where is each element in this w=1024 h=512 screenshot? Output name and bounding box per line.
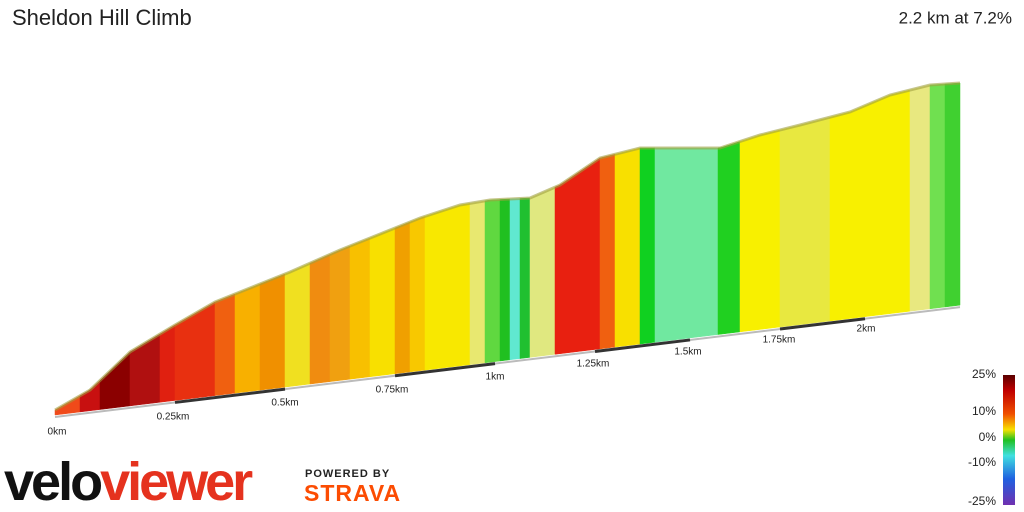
profile-segment <box>159 324 176 403</box>
distance-label: 0.75km <box>376 385 409 396</box>
partner: STRAVA <box>304 480 401 506</box>
profile-segment <box>394 221 411 375</box>
profile-segment <box>909 84 931 312</box>
profile-segment <box>309 254 331 385</box>
profile-segment <box>639 147 656 345</box>
profile-segment <box>214 293 236 396</box>
profile-segment <box>599 153 616 350</box>
profile-segment <box>284 262 311 388</box>
profile-segment <box>129 333 161 407</box>
profile <box>54 81 961 416</box>
summary: 2.2 km at 7.2% <box>899 8 1012 27</box>
title: Sheldon Hill Climb <box>12 5 192 30</box>
profile-segment <box>529 186 556 358</box>
gradient-legend: 25% 10% 0% -10% -25% <box>968 367 996 508</box>
distance-label: 0.5km <box>271 398 298 409</box>
profile-segment <box>554 157 601 355</box>
axis-segment <box>394 362 496 378</box>
profile-segment <box>509 198 521 361</box>
profile-segment <box>654 147 719 343</box>
profile-segment <box>99 351 131 410</box>
profile-segment <box>614 147 641 348</box>
distance-label: 1.5km <box>674 347 701 358</box>
distance-label: 2km <box>857 324 876 335</box>
profile-segment <box>369 227 396 378</box>
distance-axis: 0km 0.25km 0.5km 0.75km 1km 1.25km 1.5km 1.75km… <box>48 306 961 438</box>
profile-segment <box>499 198 511 362</box>
legend-label: 0% <box>979 430 997 444</box>
profile-segment <box>424 203 471 371</box>
legend-label: -25% <box>968 494 996 508</box>
profile-segment <box>329 245 351 382</box>
logo-left: velo <box>4 452 101 512</box>
axis-segment <box>594 338 691 353</box>
profile-segment <box>519 197 531 359</box>
distance-label: 0.25km <box>157 412 190 423</box>
powered-by: POWERED BY <box>305 468 390 480</box>
profile-segment <box>779 116 831 328</box>
profile-segment <box>259 273 286 391</box>
profile-segment <box>929 83 946 310</box>
gradient-scale <box>1003 375 1015 505</box>
logo-right: viewer <box>100 452 253 512</box>
profile-segment <box>717 141 741 335</box>
legend-label: 25% <box>972 367 996 381</box>
axis-segment <box>174 387 286 404</box>
profile-segment <box>829 89 911 322</box>
profile-segment <box>349 237 371 380</box>
profile-segment <box>944 82 961 308</box>
distance-label: 1.75km <box>763 335 796 346</box>
profile-segment <box>484 199 501 364</box>
profile-segment <box>174 301 216 401</box>
profile-segment <box>739 129 781 333</box>
distance-label: 1km <box>486 372 505 383</box>
legend-label: 10% <box>972 404 996 418</box>
profile-segment <box>469 200 486 365</box>
profile-segment <box>234 283 261 394</box>
legend-label: -10% <box>968 455 996 469</box>
distance-label: 1.25km <box>577 359 610 370</box>
distance-label: 0km <box>48 427 67 438</box>
axis-segment <box>779 317 866 331</box>
profile-segment <box>409 216 426 373</box>
profile-ridge <box>54 81 961 412</box>
logo: veloviewer <box>4 452 253 512</box>
